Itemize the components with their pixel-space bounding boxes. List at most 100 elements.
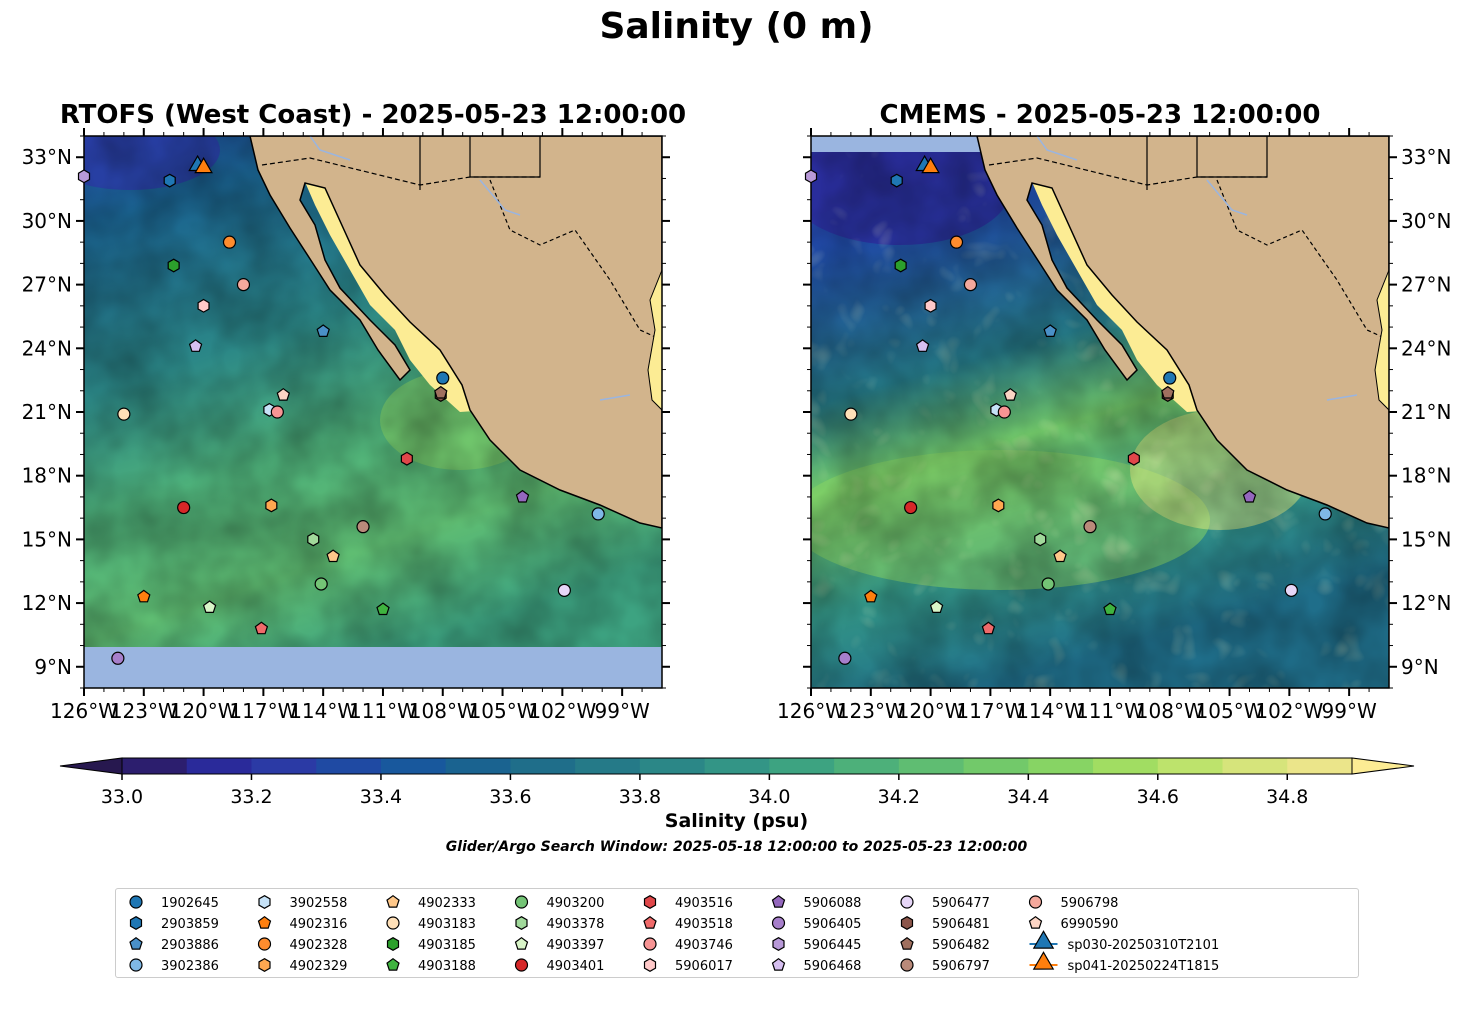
y-tick-label: 24°N <box>22 336 72 360</box>
x-tick-label: 120°W <box>170 699 238 723</box>
cmems-no-data-region <box>811 136 981 152</box>
colorbar-segment <box>122 758 188 774</box>
observation-marker-4902328 <box>949 235 964 249</box>
legend-marker-4903185 <box>386 937 400 951</box>
observation-marker-5906477 <box>557 583 571 597</box>
observation-marker-4902333 <box>326 549 340 563</box>
colorbar-segment <box>769 758 835 774</box>
legend-marker-3902558 <box>258 895 271 909</box>
legend-marker-4903401 <box>514 958 529 972</box>
colorbar-extend-high <box>1351 757 1415 775</box>
observation-marker-4903378 <box>1034 532 1047 547</box>
x-tick-label: 126°W <box>50 699 118 723</box>
observation-marker-4903516 <box>400 451 413 466</box>
observation-marker-sp041-20250224T1815 <box>194 156 213 174</box>
observation-marker-5906477 <box>1284 583 1298 597</box>
legend-label: 5906481 <box>932 917 990 932</box>
colorbar-segment <box>1222 758 1288 774</box>
y-tick-label: 18°N <box>22 464 72 488</box>
colorbar-tick-label: 34.2 <box>878 786 920 808</box>
y-tick-label: 21°N <box>22 400 72 424</box>
observation-marker-4903378 <box>307 532 320 547</box>
observation-marker-4902329 <box>992 498 1005 513</box>
legend-marker-4903200 <box>514 895 529 909</box>
legend-label: 4903518 <box>675 917 733 932</box>
observation-marker-5906468 <box>188 339 203 352</box>
observation-marker-4903185 <box>894 258 907 273</box>
x-tick-label: 123°W <box>837 699 905 723</box>
observation-marker-5906088 <box>515 489 530 503</box>
x-tick-label: 99°W <box>595 699 650 723</box>
figure-title: Salinity (0 m) <box>599 6 874 47</box>
legend-marker-4903378 <box>515 916 528 930</box>
legend-label: 5906482 <box>932 938 990 953</box>
legend-label: sp030-20250310T2101 <box>1068 938 1220 953</box>
legend-label: 1902645 <box>161 896 219 911</box>
colorbar-segment <box>704 758 770 774</box>
legend-label: 5906445 <box>804 938 862 953</box>
legend-label: 4903516 <box>675 896 733 911</box>
legend-label: 2903859 <box>161 917 219 932</box>
legend-label: 2903886 <box>161 938 219 953</box>
legend-label: 3902386 <box>161 959 219 974</box>
observation-marker-5906482 <box>434 385 448 399</box>
observation-marker-5906445 <box>804 169 818 184</box>
cmems-axis-ticks: 126°W123°W120°W117°W114°W111°W108°W105°W… <box>777 128 1451 723</box>
observation-marker-4903188 <box>376 602 390 616</box>
observation-marker-4902329 <box>265 498 278 513</box>
colorbar-segment <box>1287 758 1353 774</box>
colorbar-segment <box>575 758 641 774</box>
legend-marker-4903397 <box>514 936 529 950</box>
observation-marker-4903188 <box>1103 602 1117 616</box>
salinity-colorbar: 33.0 33.2 33.4 33.6 33.8 34.0 34.2 34.4 34.6 34.8 <box>59 757 1415 808</box>
legend-label: sp041-20250224T1815 <box>1068 959 1220 974</box>
observation-marker-4903183 <box>117 407 131 421</box>
colorbar-segment <box>186 758 252 774</box>
observation-marker-4903746 <box>270 405 284 419</box>
colorbar-tick-label: 33.4 <box>360 786 402 808</box>
colorbar-label: Salinity (psu) <box>664 810 809 832</box>
x-tick-label: 108°W <box>409 699 477 723</box>
x-tick-label: 108°W <box>1136 699 1204 723</box>
y-tick-label: 27°N <box>1401 273 1451 297</box>
observation-marker-5906797 <box>356 520 370 534</box>
legend-label: 4903200 <box>547 896 605 911</box>
y-tick-label: 9°N <box>1401 655 1439 679</box>
colorbar-segment <box>251 758 317 774</box>
land-mass <box>976 136 1389 529</box>
legend-marker-2903859 <box>129 916 143 930</box>
observation-marker-4903516 <box>1127 451 1140 466</box>
y-tick-label: 15°N <box>22 527 72 551</box>
legend-marker-5906468 <box>771 957 786 971</box>
legend-marker-5906798 <box>1028 895 1043 909</box>
x-tick-label: 99°W <box>1322 699 1377 723</box>
legend-label: 4903183 <box>418 917 476 932</box>
cmems-observation-markers <box>804 154 1332 665</box>
x-tick-label: 105°W <box>469 699 537 723</box>
observation-marker-2903886 <box>1043 324 1057 337</box>
y-tick-label: 30°N <box>22 209 72 233</box>
colorbar-tick-label: 33.2 <box>230 786 272 808</box>
legend-marker-sp030-20250310T2101 <box>1032 930 1055 949</box>
right-panel-title: CMEMS - 2025-05-23 12:00:00 <box>879 100 1321 130</box>
legend-label: 4902329 <box>290 959 348 974</box>
legend-marker-5906481 <box>900 916 914 930</box>
x-tick-label: 105°W <box>1196 699 1264 723</box>
legend-label: 5906088 <box>804 896 862 911</box>
colorbar-tick-label: 33.6 <box>489 786 531 808</box>
observation-marker-5906482 <box>1161 385 1175 399</box>
colorbar-tick-label: 33.0 <box>101 786 143 808</box>
colorbar-segment <box>380 758 447 774</box>
observation-marker-5906445 <box>77 169 91 184</box>
observation-marker-4903518 <box>981 621 996 635</box>
colorbar-segment <box>1028 758 1094 774</box>
observation-marker-4902316 <box>864 589 878 603</box>
y-tick-label: 27°N <box>22 273 72 297</box>
observation-marker-5906088 <box>1242 489 1257 503</box>
legend-label: 5906477 <box>932 896 990 911</box>
colorbar-tick-label: 34.6 <box>1137 786 1179 808</box>
observation-marker-4902333 <box>1053 549 1067 563</box>
x-tick-label: 117°W <box>956 699 1024 723</box>
colorbar-tick-label: 34.8 <box>1266 786 1308 808</box>
legend-label: 4903185 <box>418 938 476 953</box>
